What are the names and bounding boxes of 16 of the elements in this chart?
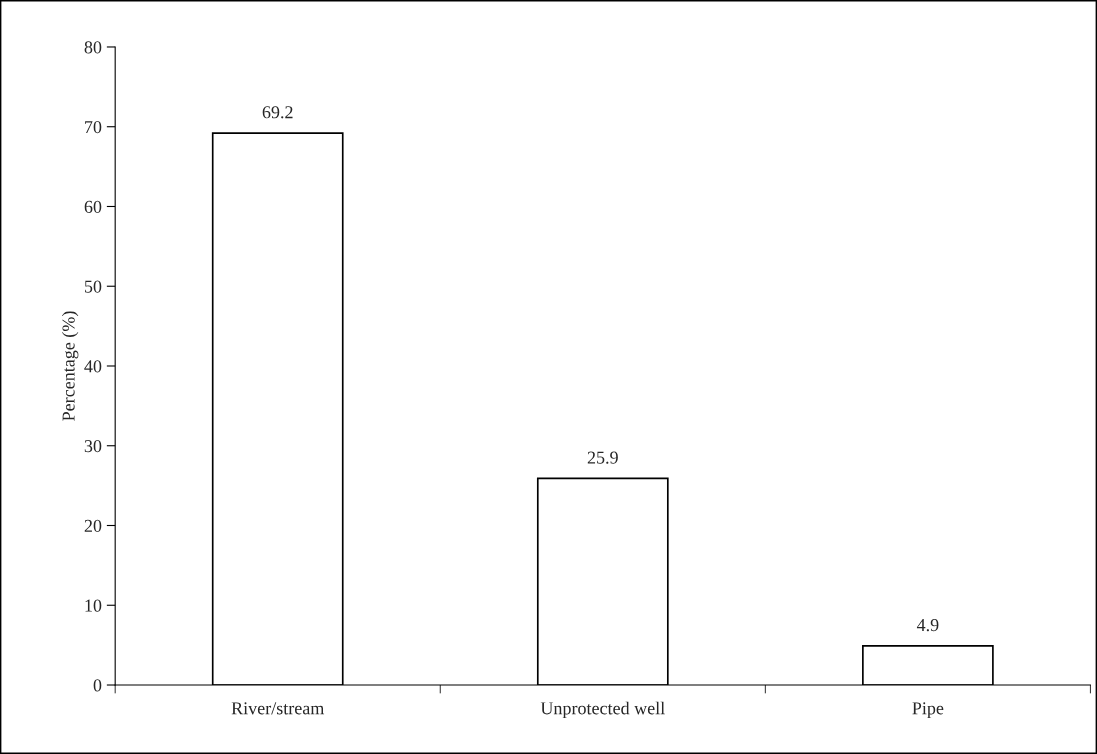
data-label: 69.2: [262, 106, 293, 119]
y-tick-label: 40: [84, 360, 102, 373]
x-tick-label: Pipe: [912, 702, 944, 719]
y-tick-label: 60: [84, 200, 102, 213]
y-tick-label: 30: [84, 440, 102, 453]
y-tick-label: 50: [84, 280, 102, 293]
x-tick-label: River/stream: [231, 702, 325, 715]
y-tick-label: 10: [85, 599, 102, 612]
y-tick-label: 20: [84, 519, 102, 532]
y-tick-label: 80: [84, 41, 102, 54]
data-label: 25.9: [587, 451, 618, 464]
y-axis-title: Percentage (%): [61, 311, 79, 421]
data-label: 4.9: [916, 619, 939, 632]
x-tick-label: Unprotected well: [540, 701, 665, 719]
y-tick-label: 0: [93, 679, 102, 692]
y-tick-label: 70: [85, 120, 102, 134]
